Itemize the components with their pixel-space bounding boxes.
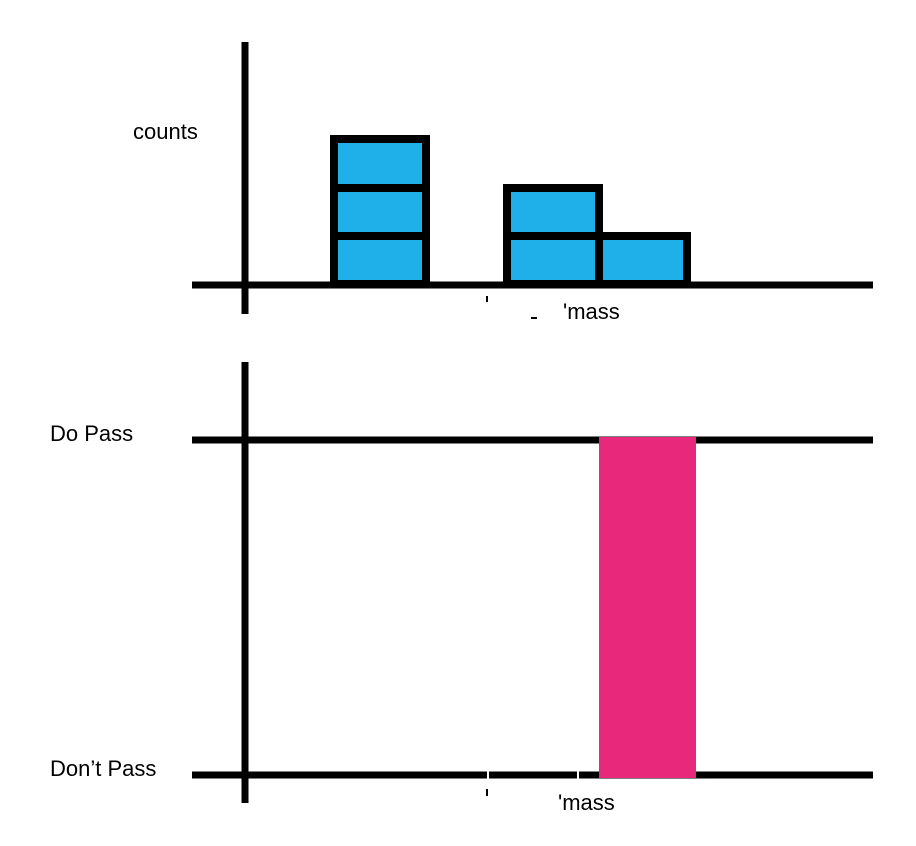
do-pass-label: Do Pass <box>50 421 134 446</box>
histogram-x-axis-label: 'mass <box>563 299 620 324</box>
histogram-block <box>330 184 430 240</box>
histogram-block <box>503 232 603 288</box>
histogram-panel <box>192 42 873 319</box>
dont-pass-label: Don’t Pass <box>50 756 157 781</box>
histogram-block <box>595 232 691 288</box>
histogram-stack-bin-1 <box>330 135 430 288</box>
histogram-block <box>330 232 430 288</box>
histogram-y-axis-label: counts <box>133 119 198 144</box>
acceptance-panel <box>192 362 873 803</box>
histogram-stack-bin-4 <box>595 232 691 288</box>
acceptance-x-axis-label: 'mass <box>558 790 615 815</box>
pass-window <box>599 437 696 778</box>
histogram-block <box>330 135 430 192</box>
histogram-stack-bin-3 <box>503 184 603 288</box>
histogram-block <box>503 184 603 240</box>
